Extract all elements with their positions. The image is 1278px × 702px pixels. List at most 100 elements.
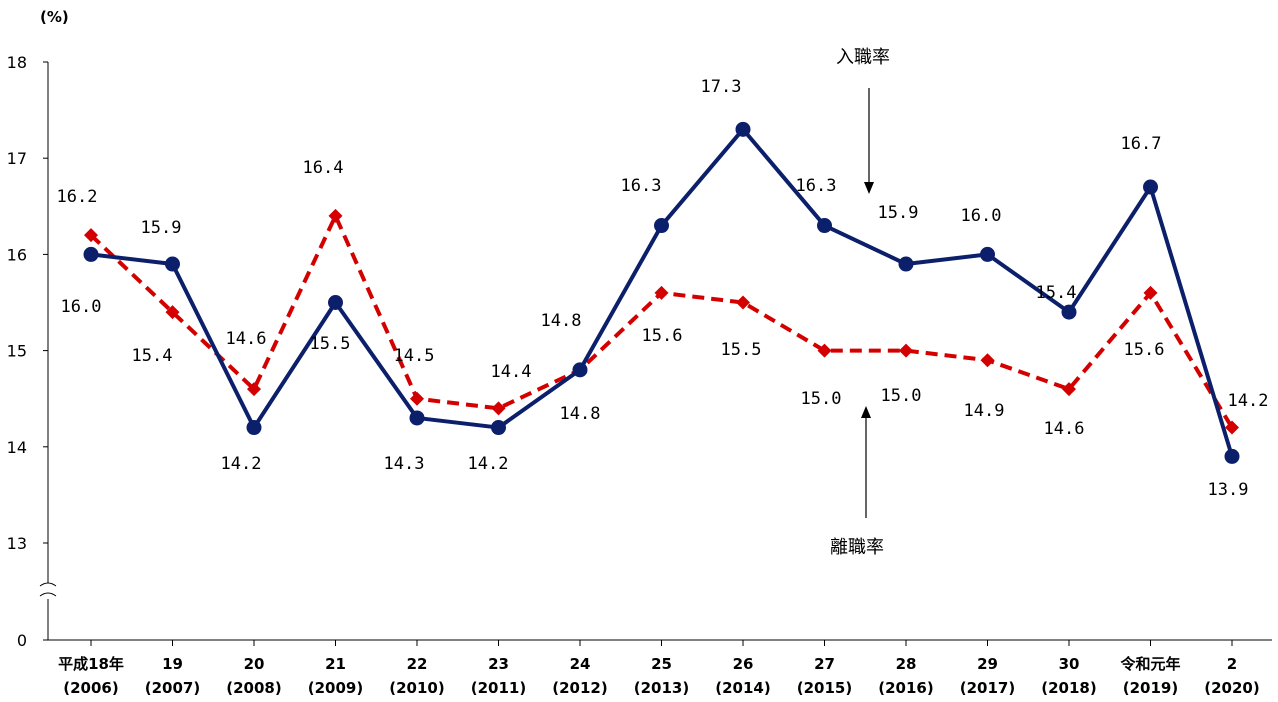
entry-rate-point: [572, 362, 588, 378]
x-tick-sublabel: (2011): [471, 679, 526, 697]
x-tick-sublabel: (2019): [1123, 679, 1178, 697]
separation-rate-point: [1062, 382, 1076, 397]
y-tick-label: 18: [7, 53, 27, 72]
separation-rate-point: [1225, 420, 1239, 435]
separation-rate-data-label: 15.4: [132, 346, 173, 366]
y-tick-label: 15: [7, 342, 27, 361]
entry-rate-data-label: 15.9: [141, 218, 182, 238]
entry-rate-point: [1061, 304, 1077, 320]
entry-rate-data-label: 15.5: [310, 334, 351, 354]
x-tick-sublabel: (2014): [715, 679, 770, 697]
x-tick-sublabel: (2006): [63, 679, 118, 697]
entry-rate-point: [735, 121, 751, 137]
entry-rate-annotation: 入職率: [836, 47, 890, 194]
entry-rate-data-label: 16.3: [796, 176, 837, 196]
separation-rate-data-label: 14.9: [964, 401, 1005, 421]
entry-rate-point: [83, 246, 99, 262]
x-tick-sublabel: (2013): [634, 679, 689, 697]
entry-rate-data-label: 17.3: [701, 77, 742, 97]
x-tick-sublabel: (2007): [145, 679, 200, 697]
entry-rate-data-label: 14.3: [384, 454, 425, 474]
separation-rate-point: [410, 391, 424, 406]
separation-rate-point: [491, 401, 506, 416]
axis-break-mark: [39, 582, 57, 597]
x-tick-label: 30: [1059, 655, 1080, 673]
entry-rate-point: [898, 256, 914, 272]
x-tick-label: 22: [407, 655, 428, 673]
axes: [39, 62, 1272, 641]
y-tick-label: 17: [7, 149, 27, 168]
x-tick-label: 19: [162, 655, 183, 673]
separation-rate-point: [980, 353, 995, 368]
separation-rate-data-label: 15.5: [721, 340, 762, 360]
entry-rate-data-label: 15.4: [1036, 283, 1077, 303]
entry-rate-point: [1143, 179, 1158, 195]
entry-rate-point: [1224, 448, 1240, 464]
entry-rate-point: [409, 410, 425, 426]
x-tick-sublabel: (2009): [308, 679, 363, 697]
x-tick-label: 25: [651, 655, 672, 673]
y-tick-label: 14: [7, 438, 27, 457]
entry-rate-data-label: 15.9: [878, 203, 919, 223]
separation-rate-annotation: 離職率: [830, 406, 884, 558]
entry-rate-data-label: 14.8: [560, 404, 601, 424]
x-tick-sublabel: (2015): [797, 679, 852, 697]
x-tick-sublabel: (2016): [878, 679, 933, 697]
entry-rate-data-label: 13.9: [1208, 480, 1249, 500]
separation-rate-line: [89, 213, 1234, 429]
separation-rate-data-label: 14.5: [394, 346, 435, 366]
separation-rate-point: [328, 208, 343, 223]
entry-rate-data-label: 16.7: [1121, 134, 1162, 154]
x-tick-sublabel: (2008): [226, 679, 281, 697]
x-tick-label: 20: [244, 655, 265, 673]
separation-rate-data-label: 14.8: [541, 311, 582, 331]
separation-rate-point: [1143, 285, 1158, 300]
separation-rate-data-label: 15.6: [642, 326, 683, 346]
separation-rate-arrow-head: [861, 406, 871, 418]
entry-rate-point: [817, 218, 832, 234]
separation-rate-data-label: 14.6: [226, 329, 267, 349]
data-labels: 16.0 15.9 14.2 15.5 14.3 14.2 14.8 16.3 17.3 16.3…: [57, 77, 1269, 500]
entry-rate-data-label: 16.3: [621, 176, 662, 196]
entry-rate-data-label: 16.0: [61, 297, 102, 317]
separation-rate-point: [165, 305, 180, 320]
entry-rate-point: [980, 246, 995, 262]
x-tick-label: 令和元年: [1120, 655, 1180, 673]
entry-rate-data-label: 14.2: [468, 454, 509, 474]
x-tick-sublabel: (2020): [1204, 679, 1259, 697]
separation-rate-point: [84, 228, 98, 243]
x-tick-sublabel: (2018): [1041, 679, 1096, 697]
separation-rate-label: 離職率: [830, 537, 884, 558]
separation-rate-data-label: 15.6: [1124, 340, 1165, 360]
entry-rate-point: [246, 420, 262, 436]
x-axis-ticks: 平成18年 (2006) 19 (2007) 20 (2008) 21 (2009) 22 (20…: [58, 640, 1260, 697]
separation-rate-point: [899, 343, 913, 358]
separation-rate-point: [736, 295, 750, 310]
separation-rate-data-label: 16.2: [57, 187, 98, 207]
x-tick-label: 23: [488, 655, 509, 673]
y-axis-ticks: 18 17 16 15 14 13 0: [7, 53, 48, 650]
entry-rate-point: [654, 218, 669, 234]
y-axis-unit-label: (%): [40, 8, 69, 26]
x-tick-label: 2: [1227, 655, 1237, 673]
entry-rate-data-label: 16.0: [961, 206, 1002, 226]
entry-rate-data-label: 14.2: [221, 454, 262, 474]
x-tick-label: 26: [733, 655, 754, 673]
separation-rate-data-label: 15.0: [801, 389, 842, 409]
y-tick-label: 0: [17, 631, 27, 650]
separation-rate-data-label: 14.6: [1044, 419, 1085, 439]
y-tick-label: 16: [7, 245, 27, 264]
entry-rate-point: [491, 420, 506, 436]
separation-rate-point: [247, 382, 261, 397]
separation-rate-data-label: 16.4: [303, 158, 344, 178]
x-tick-sublabel: (2017): [960, 679, 1015, 697]
x-tick-label: 27: [814, 655, 835, 673]
x-tick-label: 21: [325, 655, 346, 673]
separation-rate-point: [817, 343, 832, 358]
x-tick-label: 28: [896, 655, 917, 673]
separation-rate-data-label: 14.4: [491, 362, 532, 382]
separation-rate-data-label: 14.2: [1228, 391, 1269, 411]
entry-rate-point: [328, 295, 343, 310]
x-tick-sublabel: (2010): [389, 679, 444, 697]
